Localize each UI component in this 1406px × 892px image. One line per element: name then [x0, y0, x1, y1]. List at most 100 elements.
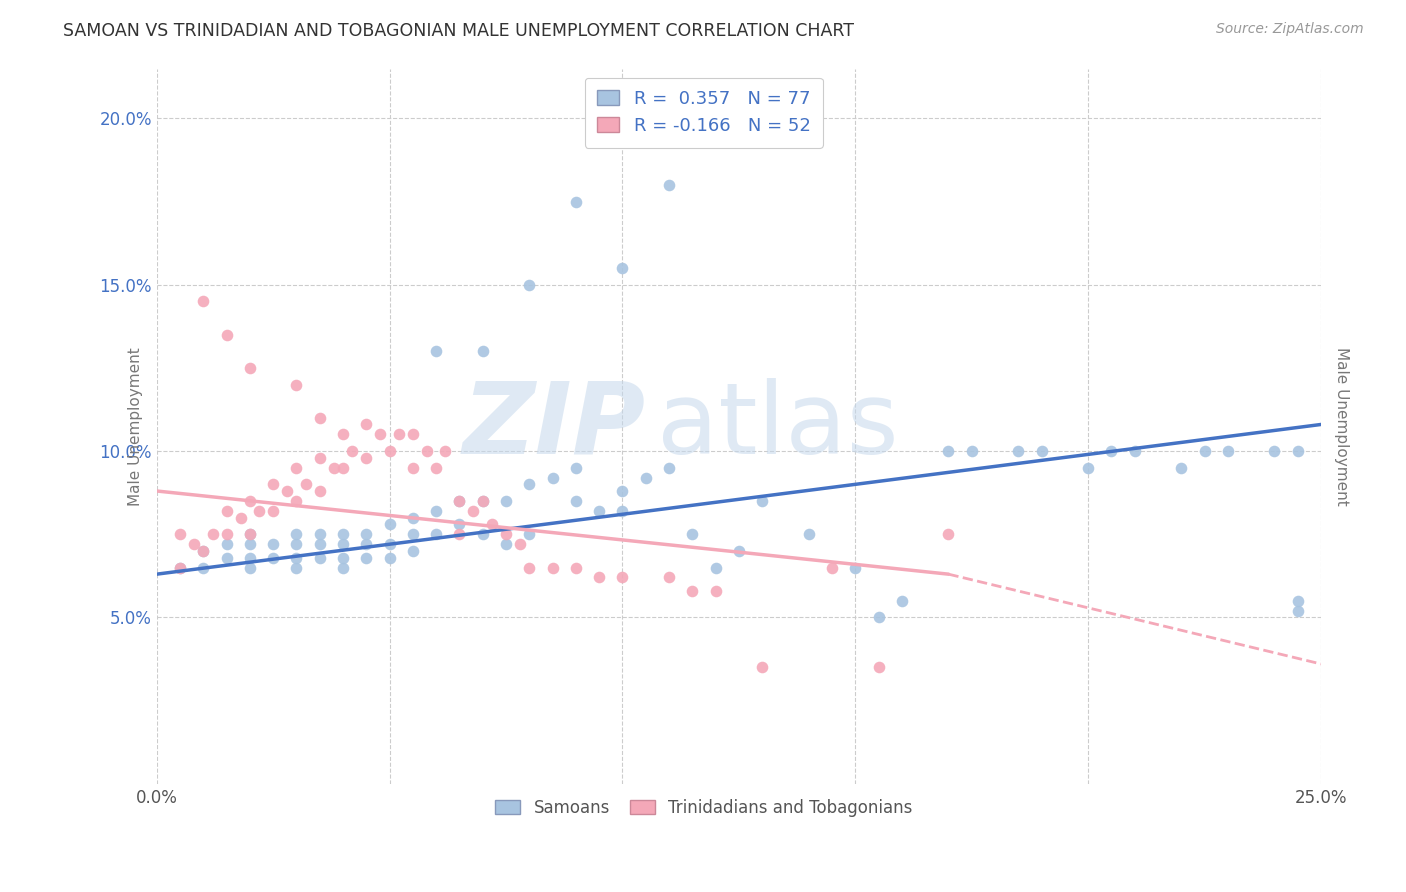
Point — [402, 510, 425, 524]
Point — [449, 494, 471, 508]
Point — [1123, 444, 1146, 458]
Point — [425, 344, 447, 359]
Point — [247, 504, 270, 518]
Point — [285, 460, 308, 475]
Point — [1007, 444, 1029, 458]
Point — [449, 517, 471, 532]
Point — [588, 504, 610, 518]
Point — [308, 483, 330, 498]
Point — [517, 277, 540, 292]
Point — [215, 550, 238, 565]
Point — [332, 460, 354, 475]
Point — [169, 527, 191, 541]
Point — [797, 527, 820, 541]
Text: atlas: atlas — [658, 377, 898, 475]
Y-axis label: Male Unemployment: Male Unemployment — [1334, 347, 1348, 506]
Point — [285, 537, 308, 551]
Point — [612, 261, 634, 276]
Point — [402, 544, 425, 558]
Point — [402, 460, 425, 475]
Point — [565, 560, 588, 574]
Point — [868, 610, 890, 624]
Point — [294, 477, 316, 491]
Point — [239, 550, 262, 565]
Point — [1031, 444, 1053, 458]
Point — [332, 550, 354, 565]
Point — [751, 494, 773, 508]
Point — [634, 471, 657, 485]
Point — [1170, 460, 1192, 475]
Point — [308, 550, 330, 565]
Point — [960, 444, 983, 458]
Point — [356, 417, 378, 432]
Point — [356, 527, 378, 541]
Point — [495, 494, 517, 508]
Point — [425, 504, 447, 518]
Point — [471, 344, 494, 359]
Point — [215, 327, 238, 342]
Point — [938, 527, 960, 541]
Point — [471, 494, 494, 508]
Point — [262, 504, 284, 518]
Point — [681, 527, 703, 541]
Point — [751, 660, 773, 674]
Point — [262, 550, 284, 565]
Point — [425, 527, 447, 541]
Point — [169, 560, 191, 574]
Point — [541, 471, 564, 485]
Point — [322, 460, 344, 475]
Point — [1286, 594, 1309, 608]
Point — [262, 477, 284, 491]
Point — [308, 537, 330, 551]
Point — [495, 537, 517, 551]
Point — [449, 527, 471, 541]
Point — [378, 444, 401, 458]
Point — [565, 460, 588, 475]
Point — [704, 560, 727, 574]
Point — [821, 560, 844, 574]
Point — [868, 660, 890, 674]
Point — [285, 560, 308, 574]
Point — [285, 494, 308, 508]
Point — [517, 477, 540, 491]
Point — [332, 527, 354, 541]
Point — [356, 537, 378, 551]
Point — [308, 450, 330, 465]
Point — [239, 560, 262, 574]
Point — [1286, 444, 1309, 458]
Point — [704, 583, 727, 598]
Point — [285, 550, 308, 565]
Point — [378, 517, 401, 532]
Text: SAMOAN VS TRINIDADIAN AND TOBAGONIAN MALE UNEMPLOYMENT CORRELATION CHART: SAMOAN VS TRINIDADIAN AND TOBAGONIAN MAL… — [63, 22, 855, 40]
Point — [1194, 444, 1216, 458]
Point — [215, 527, 238, 541]
Text: ZIP: ZIP — [463, 377, 645, 475]
Point — [681, 583, 703, 598]
Point — [239, 527, 262, 541]
Point — [239, 494, 262, 508]
Point — [612, 504, 634, 518]
Point — [308, 410, 330, 425]
Point — [1216, 444, 1239, 458]
Point — [434, 444, 457, 458]
Point — [239, 527, 262, 541]
Point — [509, 537, 531, 551]
Point — [402, 427, 425, 442]
Point — [844, 560, 866, 574]
Text: Source: ZipAtlas.com: Source: ZipAtlas.com — [1216, 22, 1364, 37]
Point — [463, 504, 485, 518]
Point — [517, 527, 540, 541]
Point — [449, 494, 471, 508]
Point — [388, 427, 411, 442]
Point — [658, 178, 681, 192]
Point — [425, 460, 447, 475]
Point — [356, 550, 378, 565]
Point — [215, 504, 238, 518]
Point — [1286, 604, 1309, 618]
Point — [342, 444, 364, 458]
Point — [193, 294, 215, 309]
Point — [368, 427, 391, 442]
Y-axis label: Male Unemployment: Male Unemployment — [128, 347, 143, 506]
Point — [1077, 460, 1099, 475]
Point — [308, 527, 330, 541]
